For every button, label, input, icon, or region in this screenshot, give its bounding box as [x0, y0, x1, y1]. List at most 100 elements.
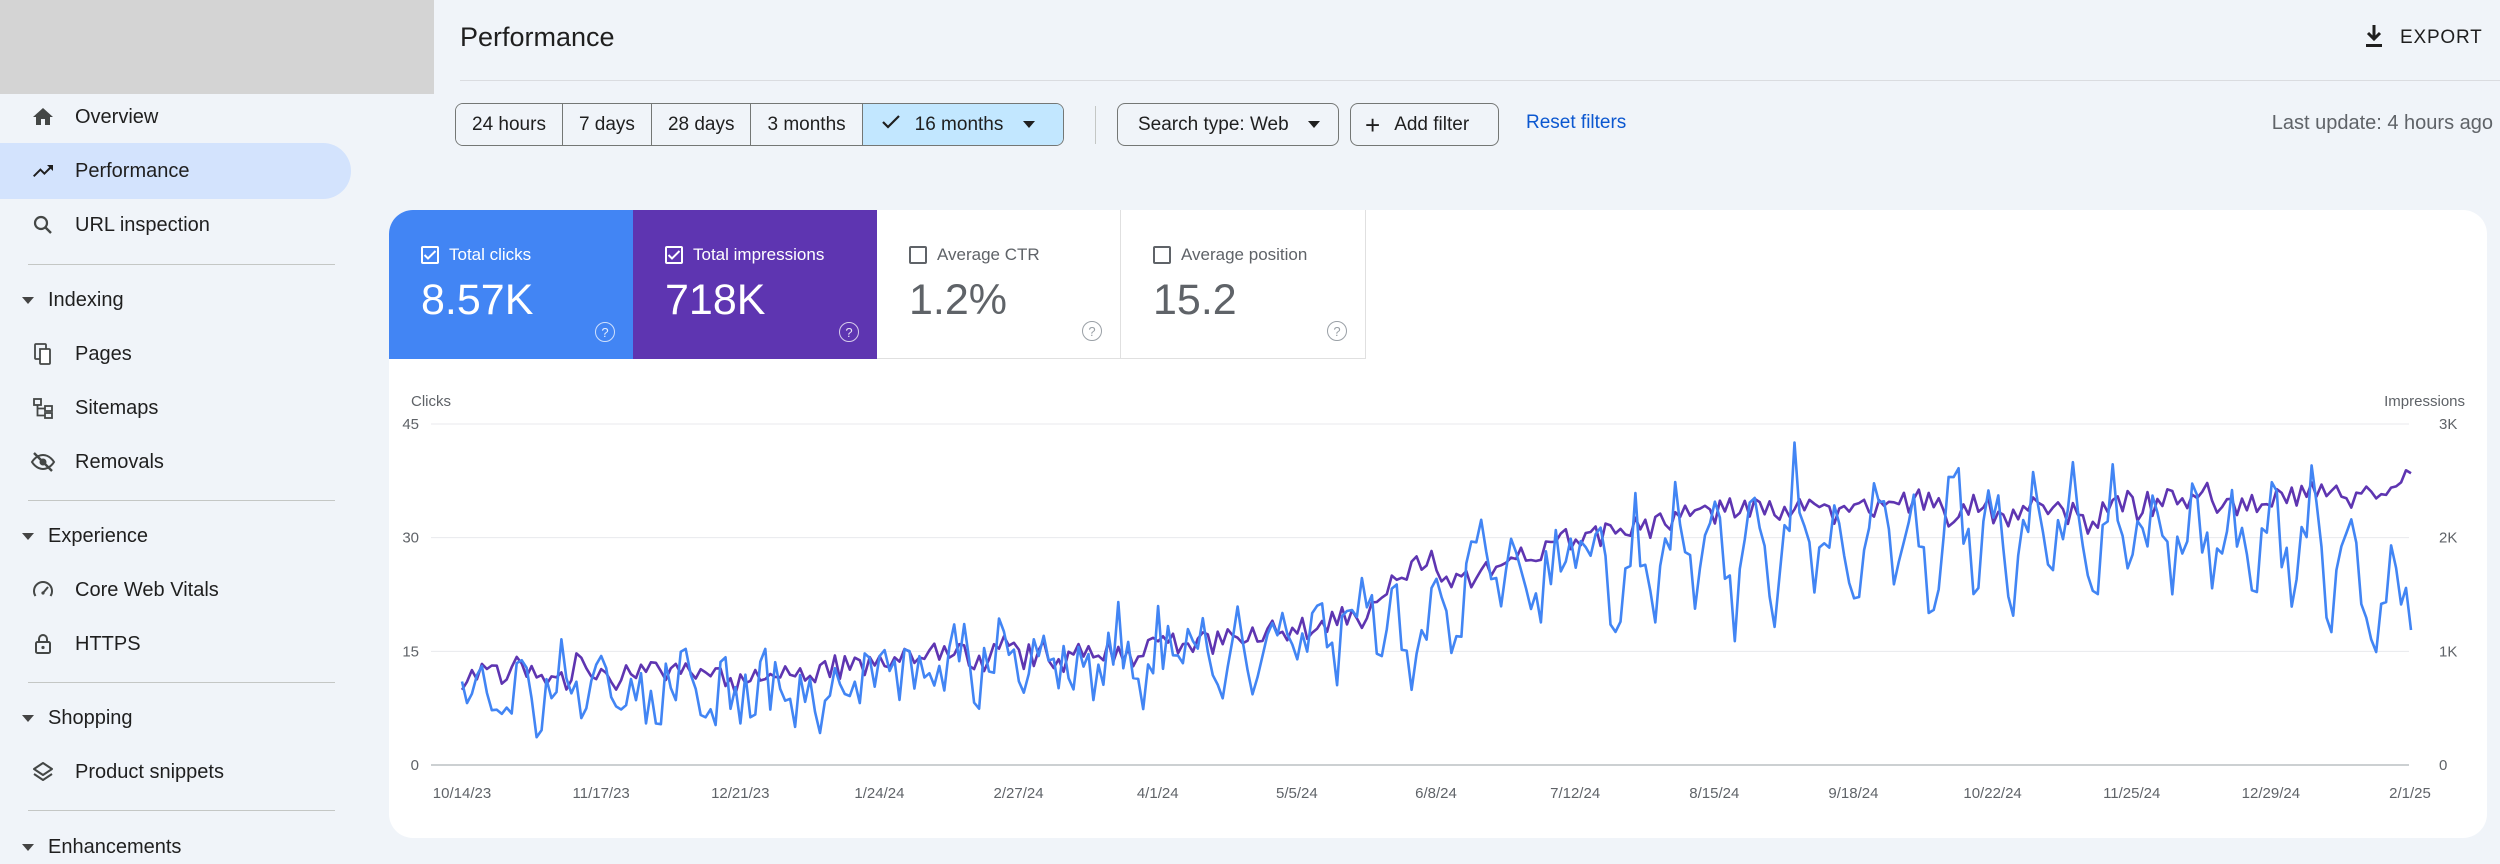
reset-filters-link[interactable]: Reset filters [1526, 112, 1627, 133]
last-update-text: Last update: 4 hours ago [2271, 112, 2493, 134]
sidebar-divider [28, 810, 335, 811]
x-tick-label: 9/18/24 [1828, 785, 1878, 802]
sidebar-item-label: Core Web Vitals [75, 578, 219, 601]
y-tick-label-left: 45 [402, 416, 419, 433]
x-tick-label: 1/24/24 [854, 785, 904, 802]
help-icon[interactable]: ? [839, 322, 859, 342]
metric-total-impressions[interactable]: Total impressions 718K ? [633, 210, 877, 359]
sidebar-item-label: Overview [75, 105, 159, 128]
sidebar: Overview Performance URL inspection Inde… [0, 0, 434, 864]
sidebar-item-label: Removals [75, 450, 164, 473]
metric-label-text: Average CTR [937, 245, 1040, 264]
help-icon[interactable]: ? [595, 322, 615, 342]
eye-off-icon [28, 447, 58, 477]
y-tick-label-left: 0 [411, 757, 419, 774]
trending-up-icon [28, 156, 58, 186]
sidebar-item-label: Pages [75, 342, 132, 365]
sidebar-item-performance[interactable]: Performance [0, 143, 351, 199]
sidebar-item-url-inspection[interactable]: URL inspection [0, 197, 351, 253]
checkbox-unchecked-icon[interactable] [1153, 246, 1171, 264]
metric-label: Total impressions [665, 245, 824, 265]
sidebar-item-https[interactable]: HTTPS [0, 616, 351, 672]
search-type-label: Search type: Web [1138, 113, 1289, 135]
sidebar-item-pages[interactable]: Pages [0, 326, 351, 382]
sidebar-item-removals[interactable]: Removals [0, 434, 351, 490]
y-tick-label-left: 30 [402, 530, 419, 547]
sidebar-item-product-snippets[interactable]: Product snippets [0, 744, 351, 800]
metric-average-ctr[interactable]: Average CTR 1.2% ? [877, 210, 1121, 359]
y-tick-label-left: 15 [402, 643, 419, 660]
sidebar-item-core-web-vitals[interactable]: Core Web Vitals [0, 562, 351, 618]
performance-card: 45 3K 30 2K 15 1K 0 0 Clicks Impressions 10/14/23 1… [389, 210, 2487, 838]
sidebar-item-label: URL inspection [75, 213, 210, 236]
sidebar-item-overview[interactable]: Overview [0, 89, 351, 145]
sidebar-item-label: Sitemaps [75, 396, 159, 419]
performance-chart: 45 3K 30 2K 15 1K 0 0 Clicks Impressions 10/14/23 1… [402, 393, 2465, 802]
date-range-7-days[interactable]: 7 days [562, 104, 652, 145]
home-icon [28, 102, 58, 132]
checkbox-checked-icon[interactable] [665, 246, 683, 264]
export-button[interactable]: EXPORT [2362, 20, 2483, 56]
sidebar-divider [28, 264, 335, 265]
date-range-selector: 24 hours 7 days 28 days 3 months 16 mont… [455, 103, 1065, 146]
metric-value: 1.2% [909, 276, 1008, 324]
search-type-dropdown[interactable]: Search type: Web [1117, 103, 1339, 146]
checkbox-unchecked-icon[interactable] [909, 246, 927, 264]
lock-icon [28, 629, 58, 659]
date-range-28-days[interactable]: 28 days [651, 104, 752, 145]
sidebar-divider [28, 500, 335, 501]
y-tick-label-right: 2K [2439, 530, 2457, 547]
date-range-label: 16 months [914, 113, 1004, 135]
sidebar-section-label: Shopping [48, 706, 133, 729]
x-tick-label: 10/22/24 [1963, 785, 2021, 802]
x-tick-label: 2/1/25 [2389, 785, 2431, 802]
metric-label-text: Total impressions [693, 245, 825, 264]
dropdown-arrow-icon [1023, 121, 1036, 128]
date-range-3-months[interactable]: 3 months [751, 104, 863, 145]
metric-label: Average position [1153, 245, 1307, 265]
caret-down-icon [22, 296, 34, 304]
checkbox-checked-icon[interactable] [421, 246, 439, 264]
x-tick-label: 11/17/23 [573, 785, 630, 802]
header-divider [460, 80, 2500, 81]
add-filter-button[interactable]: + Add filter [1350, 103, 1499, 146]
x-tick-label: 4/1/24 [1137, 785, 1179, 802]
x-tick-label: 7/12/24 [1550, 785, 1600, 802]
page-title: Performance [460, 22, 615, 52]
metric-label: Total clicks [421, 245, 531, 265]
date-range-24-hours[interactable]: 24 hours [456, 104, 563, 145]
download-icon [2362, 23, 2386, 54]
sidebar-section-enhancements[interactable]: Enhancements [0, 827, 340, 864]
help-icon[interactable]: ? [1327, 321, 1347, 341]
metric-value: 15.2 [1153, 276, 1237, 324]
add-filter-label: Add filter [1394, 113, 1470, 135]
x-tick-label: 5/5/24 [1276, 785, 1318, 802]
metric-total-clicks[interactable]: Total clicks 8.57K ? [389, 210, 633, 359]
export-label: EXPORT [2400, 27, 2483, 48]
date-range-16-months[interactable]: 16 months [862, 104, 1064, 145]
y-tick-label-right: 1K [2439, 643, 2457, 660]
y-tick-label-right: 0 [2439, 757, 2447, 774]
check-icon [881, 114, 901, 136]
sitemap-icon [28, 393, 58, 423]
x-tick-label: 11/25/24 [2103, 785, 2160, 802]
caret-down-icon [22, 532, 34, 540]
sidebar-section-shopping[interactable]: Shopping [0, 698, 340, 738]
sidebar-section-indexing[interactable]: Indexing [0, 280, 340, 320]
plus-icon: + [1365, 109, 1381, 140]
metric-label-text: Average position [1181, 245, 1308, 264]
help-icon[interactable]: ? [1082, 321, 1102, 341]
sidebar-header-placeholder [0, 0, 434, 94]
x-tick-label: 6/8/24 [1415, 785, 1457, 802]
pages-icon [28, 339, 58, 369]
sidebar-item-label: HTTPS [75, 632, 141, 655]
sidebar-section-label: Indexing [48, 288, 124, 311]
caret-down-icon [22, 714, 34, 722]
sidebar-section-experience[interactable]: Experience [0, 516, 340, 556]
search-icon [28, 210, 58, 240]
series-line-clicks [460, 441, 2413, 739]
metric-value: 8.57K [421, 276, 534, 324]
metric-value: 718K [665, 276, 766, 324]
metric-average-position[interactable]: Average position 15.2 ? [1121, 210, 1366, 359]
sidebar-item-sitemaps[interactable]: Sitemaps [0, 380, 351, 436]
